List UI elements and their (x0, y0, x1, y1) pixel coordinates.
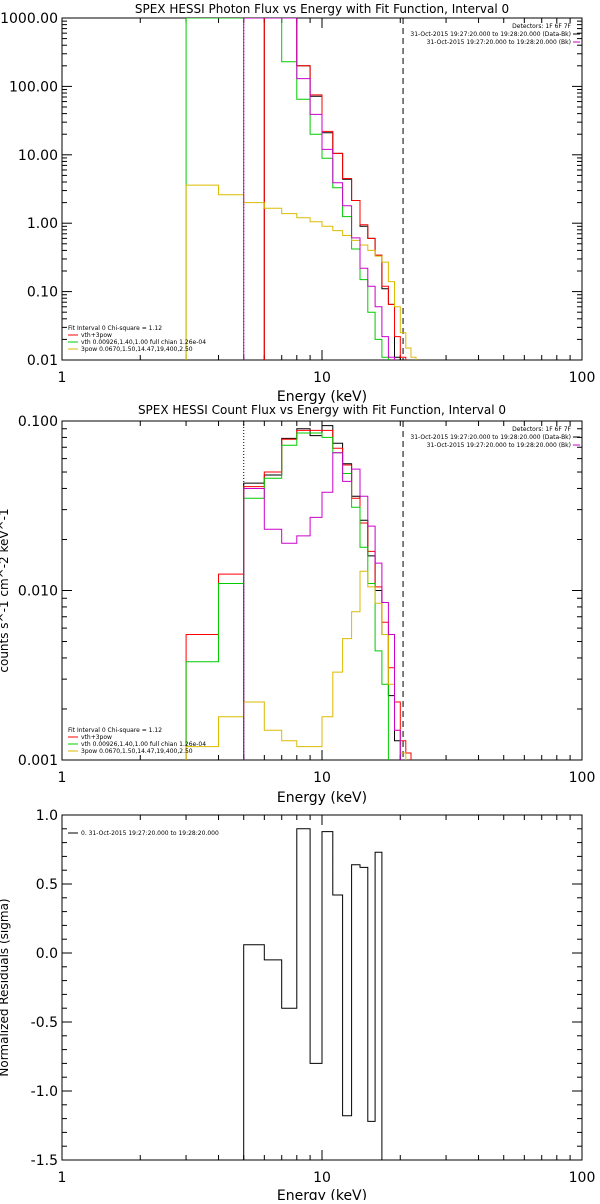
legend-header: Fit Interval 0 Chi-square = 1.12 (68, 727, 162, 734)
y-tick-label: 100.00 (9, 79, 58, 95)
x-tick-label: 100 (569, 770, 596, 786)
y-tick-label: 1000.00 (0, 11, 58, 27)
info-line: Detectors: 1F 6F 7F (512, 23, 571, 30)
plot-frame (61, 17, 583, 361)
info-line: 31-Oct-2015 19:27:20.000 to 19:28:20.000… (427, 39, 571, 46)
series-line-vth-3pow (263, 18, 407, 360)
series-group (185, 425, 412, 760)
x-tick-label: 10 (313, 1170, 331, 1186)
series-line-data-bk (243, 425, 401, 760)
y-tick-label: 0.100 (18, 414, 58, 430)
info-line: 31-Oct-2015 19:27:20.000 to 19:28:20.000… (410, 31, 571, 38)
legend-entry: 3pow 0.0670,1.50,14.47,19,400,2.50 (81, 346, 193, 353)
series-line-0-31-oct-2015-19-27-20-000-to-19-28-20-000 (243, 828, 383, 1160)
series-line-data-bk (263, 18, 401, 360)
x-tick-label: 100 (569, 370, 596, 386)
y-axis-label: Normalized Residuals (sigma) (0, 898, 11, 1076)
series-line-vth (185, 432, 389, 760)
info-line: 31-Oct-2015 19:27:20.000 to 19:28:20.000… (427, 442, 571, 449)
series-group (243, 828, 383, 1160)
legend-entry: vth+3pow (81, 332, 112, 339)
legend-entry: vth+3pow (81, 734, 112, 741)
series-line-bk (243, 452, 401, 760)
y-tick-label: 0.01 (27, 353, 58, 369)
info-line: 31-Oct-2015 19:27:20.000 to 19:28:20.000… (410, 434, 571, 441)
series-line-vth (185, 18, 389, 360)
x-tick-label: 1 (58, 1170, 67, 1186)
series-group (185, 18, 417, 360)
chart-title: SPEX HESSI Count Flux vs Energy with Fit… (138, 403, 506, 417)
x-axis-label: Energy (keV) (277, 790, 367, 806)
legend-header: Fit Interval 0 Chi-square = 1.12 (68, 325, 162, 332)
chart-title: SPEX HESSI Photon Flux vs Energy with Fi… (135, 2, 509, 16)
legend-entry: vth 0.00926,1.40,1.00 full chian 1.26e-0… (81, 741, 206, 748)
y-tick-label: 0.10 (27, 285, 58, 301)
x-axis-label: Energy (keV) (277, 389, 367, 405)
series-line-vth-3pow (185, 429, 412, 760)
chart-panel-1: SPEX HESSI Photon Flux vs Energy with Fi… (0, 2, 595, 405)
series-line-bk (243, 18, 395, 360)
y-tick-label: 0.001 (18, 753, 58, 769)
info-line: Detectors: 1F 6F 7F (512, 426, 571, 433)
y-tick-label: -0.5 (31, 1015, 58, 1031)
y-axis-label: counts s^-1 cm^-2 keV^-1 (0, 508, 11, 672)
x-tick-label: 1 (58, 770, 67, 786)
legend-entry: 3pow 0.0670,1.50,14.47,19,400,2.50 (81, 748, 193, 755)
y-tick-label: 0.0 (36, 946, 58, 962)
x-tick-label: 100 (569, 1170, 596, 1186)
y-tick-label: -1.0 (31, 1084, 58, 1100)
x-tick-label: 10 (313, 370, 331, 386)
series-line-3pow (185, 570, 407, 760)
legend-entry: 0. 31-Oct-2015 19:27:20.000 to 19:28:20.… (81, 830, 219, 837)
plot-frame (61, 420, 583, 761)
chart-panel-3: 1 10 100 1.0 0.5 0.0 -0.5 -1.0 -1.5 Energy (keV) N… (0, 808, 596, 1204)
x-axis-label: Energy (keV) (277, 1188, 367, 1200)
y-tick-label: 1.0 (36, 808, 58, 824)
x-tick-label: 1 (58, 370, 67, 386)
y-tick-label: -1.5 (31, 1153, 58, 1169)
y-tick-label: 1.00 (27, 216, 58, 232)
legend-entry: vth 0.00926,1.40,1.00 full chian 1.26e-0… (81, 339, 206, 346)
chart-panel-2: SPEX HESSI Count Flux vs Energy with Fit… (0, 403, 595, 806)
y-tick-label: 0.5 (36, 877, 58, 893)
y-tick-label: 0.010 (18, 584, 58, 600)
y-tick-label: 10.00 (18, 148, 58, 164)
x-tick-label: 10 (313, 770, 331, 786)
